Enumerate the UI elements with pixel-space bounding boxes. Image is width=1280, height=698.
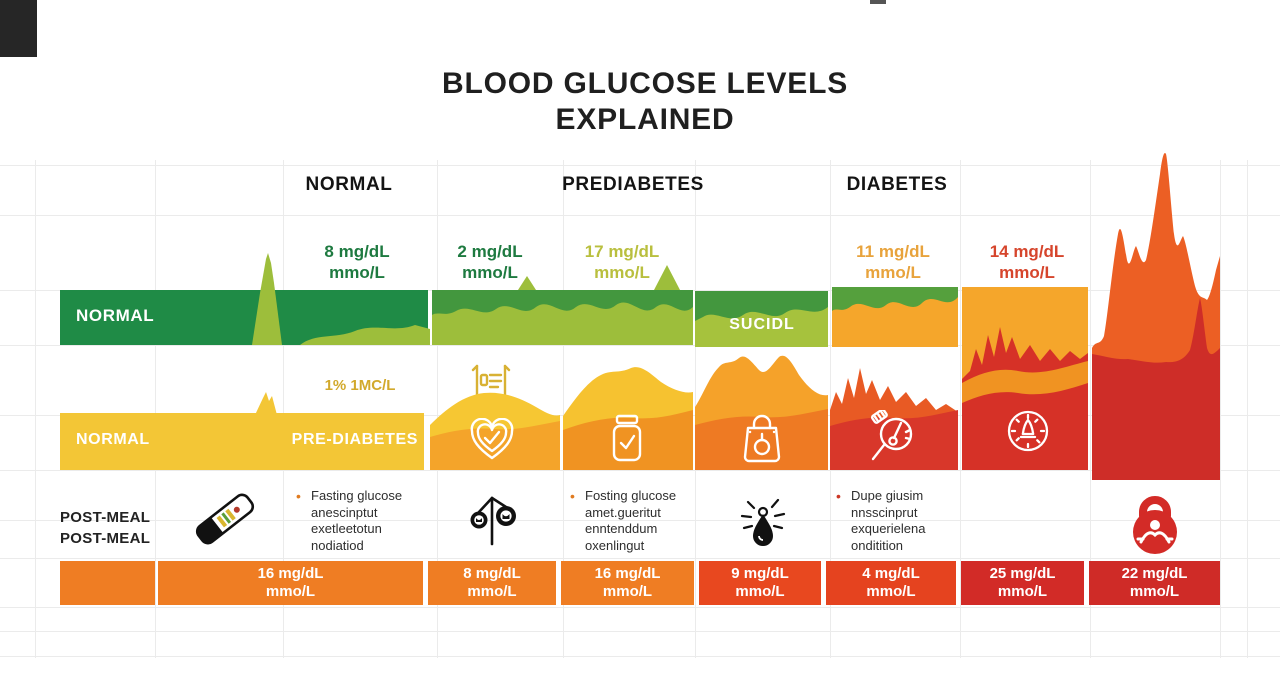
post-meal-cell-7: 22 mg/dL mmo/L <box>1089 561 1220 605</box>
kettlebell-icon <box>1133 496 1177 554</box>
diabetes-spike-chart <box>1092 153 1220 480</box>
gridline <box>0 165 1280 166</box>
bullet-icon: • <box>570 488 575 504</box>
test-strip-icon <box>195 493 255 545</box>
yellow-band-normal-label: NORMAL <box>76 431 150 448</box>
fasting-value-2: 2 mg/dL mmo/L <box>457 242 523 282</box>
pill-bottle-icon <box>612 414 642 462</box>
yellow-band: NORMAL PRE-DIABETES <box>60 413 424 470</box>
a1c-value: 1% 1MC/L <box>324 377 396 394</box>
gauge-icon <box>1007 410 1049 452</box>
post-meal-cell-3: 16 mg/dL mmo/L <box>561 561 694 605</box>
note-fasting-prediabetes: • Fosting glucose amet.gueritut enntendd… <box>570 488 677 553</box>
gridline <box>563 160 564 658</box>
note-fasting-normal: • Fasting glucose anescinptut exetleetot… <box>296 488 403 553</box>
gridline <box>155 160 156 658</box>
magnifier-thermometer-icon <box>870 410 913 461</box>
gridline <box>283 160 284 658</box>
green-band-wave-chart <box>432 265 693 345</box>
gridline <box>0 656 1280 657</box>
fasting-value-1: 8 mg/dL mmo/L <box>324 242 390 282</box>
wave-cell-3 <box>695 355 828 470</box>
bag-scale-icon <box>743 414 781 463</box>
heart-check-icon <box>470 418 514 460</box>
corner-block <box>0 0 37 57</box>
column-header-prediabetes: PREDIABETES <box>562 174 704 195</box>
title-line-1: BLOOD GLUCOSE LEVELS <box>441 67 849 100</box>
post-meal-cell-1: 16 mg/dL mmo/L <box>158 561 423 605</box>
gridline <box>0 470 1280 471</box>
bullet-icon: • <box>296 488 301 504</box>
post-meal-cell-2: 8 mg/dL mmo/L <box>428 561 556 605</box>
gridline <box>35 160 36 658</box>
green-band-spike-chart <box>252 253 430 345</box>
note-diabetes: • Dupe giusim nnsscinprut exquerielena o… <box>836 488 926 553</box>
wave-cell-2 <box>563 367 693 470</box>
orange-green-wave-chart <box>832 287 958 347</box>
green-band-label: NORMAL <box>76 306 155 325</box>
gridline <box>0 520 1280 521</box>
fasting-value-4: 11 mg/dL mmo/L <box>856 242 930 282</box>
gridline <box>1247 160 1248 658</box>
gridline <box>0 345 1280 346</box>
gridline <box>960 160 961 658</box>
post-meal-cell-blank <box>60 561 155 605</box>
post-meal-cell-6: 25 mg/dL mmo/L <box>961 561 1084 605</box>
gridline <box>1090 160 1091 658</box>
glow-drop-icon <box>740 498 786 546</box>
cherries-icon <box>470 496 516 546</box>
gridline <box>0 631 1280 632</box>
artifact-mark <box>870 0 886 4</box>
post-meal-row-label: POST-MEAL POST-MEAL <box>60 509 151 547</box>
green-band-light-chart <box>695 291 828 347</box>
fasting-value-5: 14 mg/dL mmo/L <box>989 242 1065 282</box>
gridline <box>0 558 1280 559</box>
fasting-value-3: 17 mg/dL mmo/L <box>584 242 660 282</box>
gridline <box>0 215 1280 216</box>
gridline <box>1220 160 1221 658</box>
yellow-band-prediabetes-label: PRE-DIABETES <box>291 431 418 448</box>
column-header-normal: NORMAL <box>305 174 393 195</box>
page-title: BLOOD GLUCOSE LEVELS EXPLAINED <box>345 66 945 138</box>
title-line-2: EXPLAINED <box>555 103 735 136</box>
column-header-diabetes: DIABETES <box>846 174 948 195</box>
post-meal-cell-4: 9 mg/dL mmo/L <box>699 561 821 605</box>
sucidl-label: SUCIDL <box>729 316 795 333</box>
gridline <box>437 160 438 658</box>
gridline <box>0 607 1280 608</box>
post-meal-cell-5: 4 mg/dL mmo/L <box>826 561 956 605</box>
orange-red-chart <box>962 287 1088 470</box>
wave-cell-1 <box>430 392 560 470</box>
yellow-spike <box>255 392 277 415</box>
bullet-icon: • <box>836 488 841 504</box>
